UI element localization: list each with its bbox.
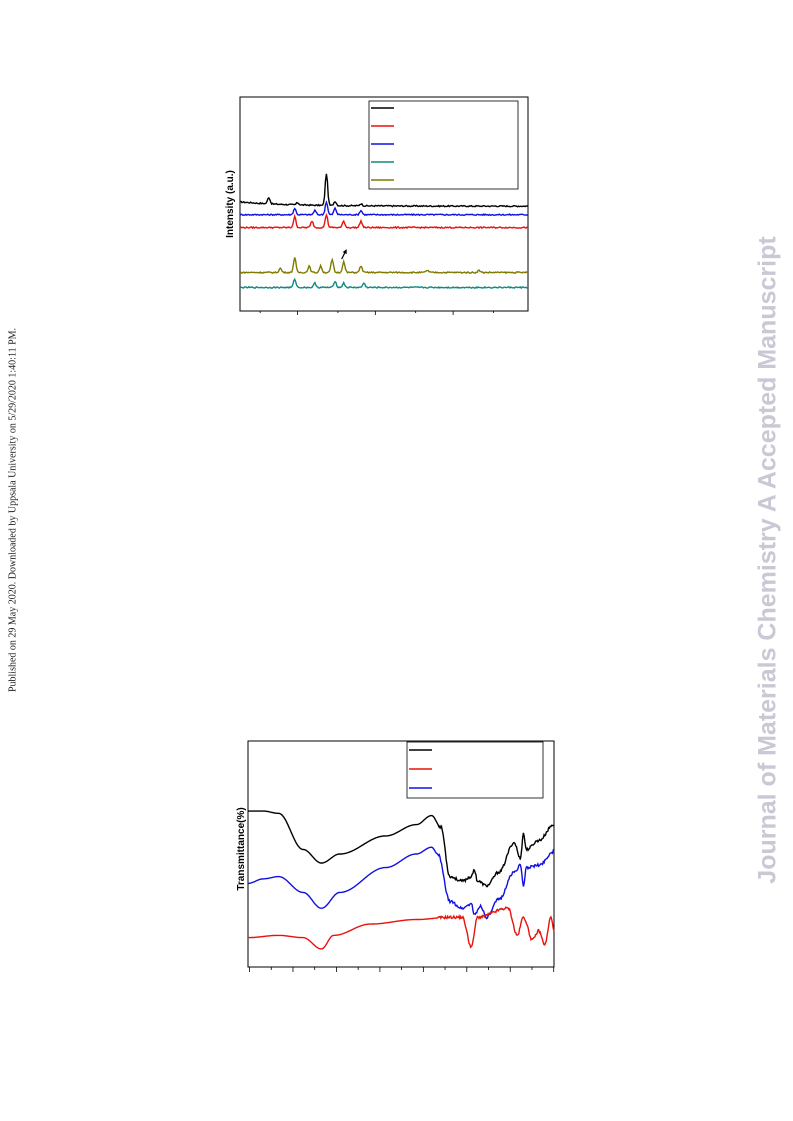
- xrd-series: [239, 173, 529, 290]
- xrd-legend: [368, 100, 519, 190]
- xrd-y-axis-label: Intensity (a.u.): [225, 170, 236, 238]
- xrd-series-line: [239, 212, 528, 230]
- ftir-legend-box: [406, 741, 544, 799]
- xrd-arrow-head: [342, 249, 347, 255]
- ftir-x-ticks: [249, 967, 555, 972]
- ftir-legend: [406, 741, 544, 799]
- ftir-series-line: [248, 810, 555, 888]
- xrd-series-line: [239, 200, 529, 217]
- xrd-series-line: [240, 173, 529, 208]
- xrd-legend-box: [368, 100, 519, 190]
- ftir-series-line: [248, 846, 555, 920]
- xrd-x-ticks: [259, 311, 494, 315]
- ftir-series-line: [248, 906, 555, 950]
- ftir-plot-frame: [247, 740, 555, 968]
- xrd-annotations: [341, 249, 347, 260]
- ftir-chart: Transmittance(%): [236, 740, 555, 972]
- xrd-series-line: [239, 277, 529, 290]
- ftir-series: [248, 810, 555, 950]
- xrd-chart: Intensity (a.u.): [225, 96, 529, 315]
- xrd-series-line: [239, 257, 529, 275]
- ftir-y-axis-label: Transmittance(%): [236, 807, 247, 890]
- xrd-plot-frame: [239, 96, 529, 312]
